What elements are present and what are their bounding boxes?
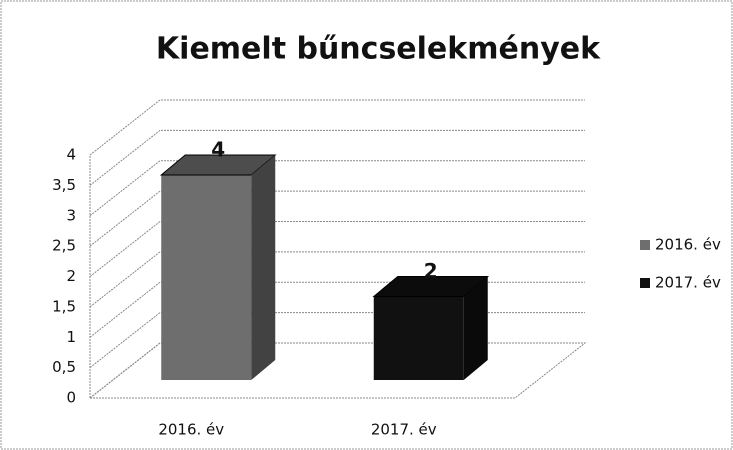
grid-line	[89, 99, 585, 156]
bar-side	[251, 155, 276, 380]
x-tick-label: 2016. év	[158, 421, 224, 439]
grid-line	[89, 190, 585, 247]
x-tick-label: 2017. év	[371, 421, 437, 439]
data-label: 4	[211, 138, 225, 162]
legend-swatch	[640, 278, 650, 288]
bar	[373, 296, 464, 380]
chart-title: Kiemelt bűncselekmények	[156, 32, 601, 67]
y-tick-label: 2	[66, 267, 76, 285]
legend-label: 2016. év	[655, 236, 721, 254]
y-tick-label: 1	[66, 328, 76, 346]
y-tick-label: 2,5	[52, 237, 76, 255]
y-tick-label: 0	[66, 389, 76, 407]
y-tick-label: 1,5	[52, 297, 76, 315]
legend-swatch	[640, 240, 650, 250]
y-tick-label: 4	[66, 146, 76, 164]
bar	[161, 175, 252, 380]
y-tick-label: 0,5	[52, 358, 76, 376]
y-tick-label: 3,5	[52, 176, 76, 194]
grid-line	[89, 251, 585, 308]
grid-line	[89, 160, 585, 217]
legend-label: 2017. év	[655, 274, 721, 292]
y-tick-label: 3	[66, 206, 76, 224]
grid-line	[89, 129, 585, 186]
bar-side	[463, 276, 488, 380]
grid-line	[89, 221, 585, 277]
data-label: 2	[424, 259, 438, 283]
